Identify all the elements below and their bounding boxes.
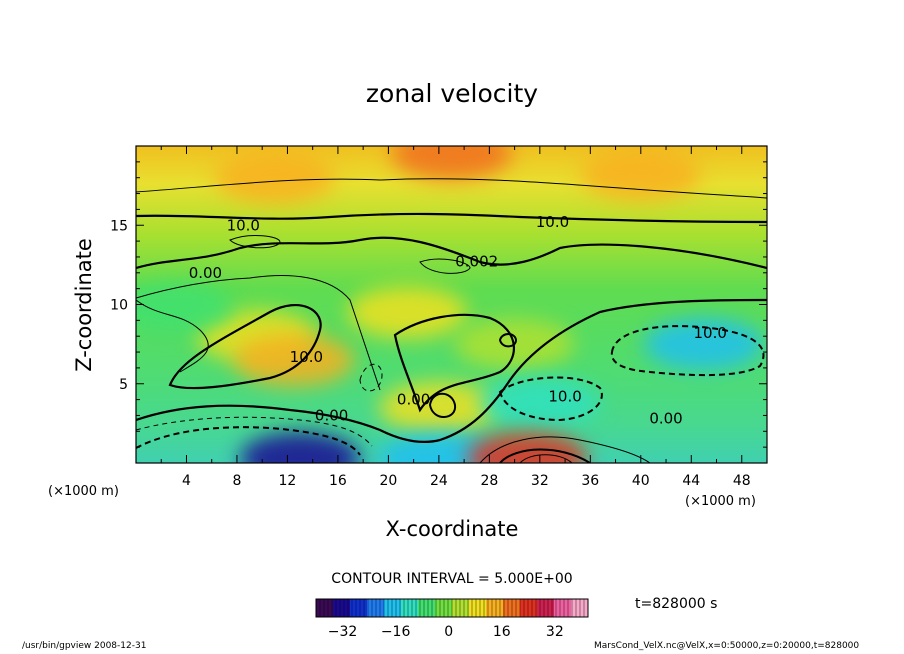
x-axis: 4 8 12 16 20 24 28 32 36 40 44 48 xyxy=(160,146,751,489)
plot-area: 10.0 10.0 0.00 0.002 10.0 10.0 0.00 10.0 0.00 0.0… xyxy=(136,146,767,463)
colorbar-tick-label: 16 xyxy=(493,624,511,640)
time-label: t=828000 s xyxy=(635,596,717,612)
footer-left: /usr/bin/gpview 2008-12-31 xyxy=(22,641,147,651)
x-axis-title: X-coordinate xyxy=(386,517,519,541)
contour-line xyxy=(136,426,361,456)
y-tick-label: 15 xyxy=(110,218,128,234)
contour-labels: 10.0 10.0 0.00 0.002 10.0 10.0 0.00 10.0 0.00 0.0… xyxy=(189,213,727,428)
x-tick-label: 32 xyxy=(531,473,549,489)
contour-line xyxy=(499,448,591,463)
contour-label: 10.0 xyxy=(290,348,323,366)
contour-interval: CONTOUR INTERVAL = 5.000E+00 xyxy=(331,571,572,587)
field-anomaly xyxy=(378,381,499,434)
contour-label: 0.00 xyxy=(189,264,222,282)
x-tick-label: 4 xyxy=(182,473,191,489)
contour-line xyxy=(136,212,767,224)
x-tick-label: 20 xyxy=(379,473,397,489)
x-tick-label: 36 xyxy=(581,473,599,489)
colorbar-tick-label: −16 xyxy=(381,624,411,640)
colorbar-segment xyxy=(452,599,470,617)
contour-lines xyxy=(136,178,767,463)
colorbar-segment xyxy=(520,599,538,617)
colorbar-tick-label: 0 xyxy=(444,624,453,640)
contour-line xyxy=(168,303,322,390)
x-unit-left: (×1000 m) xyxy=(48,484,119,499)
contour-line xyxy=(136,298,767,444)
colorbar-segment xyxy=(333,599,351,617)
contour-label: 0.00 xyxy=(397,391,430,409)
contour-line xyxy=(419,258,471,274)
colorbar-tick-label: −32 xyxy=(328,624,358,640)
x-tick-label: 40 xyxy=(632,473,650,489)
x-tick-label: 28 xyxy=(480,473,498,489)
colorbar-segment xyxy=(401,599,419,617)
field-anomaly xyxy=(347,286,468,339)
contour-line xyxy=(428,392,457,418)
colorbar-segment xyxy=(554,599,572,617)
y-tick-label: 5 xyxy=(119,377,128,393)
x-tick-label: 16 xyxy=(329,473,347,489)
contour-label: 0.002 xyxy=(455,253,498,271)
contour-line xyxy=(136,416,373,447)
y-axis: 5 10 15 xyxy=(110,161,767,448)
chart-title: zonal velocity xyxy=(366,79,538,108)
colorbar-ticks: −32 −16 0 16 32 xyxy=(328,624,564,640)
contour-line xyxy=(519,454,573,463)
contour-line xyxy=(610,325,765,377)
field-anomaly xyxy=(240,432,361,463)
contour-label: 0.00 xyxy=(649,410,682,428)
field-anomaly xyxy=(136,281,234,334)
contour-line xyxy=(498,333,518,348)
contour-line xyxy=(359,363,383,392)
field-anomaly xyxy=(391,146,512,180)
colorbar-segment xyxy=(469,599,487,617)
x-tick-label: 48 xyxy=(733,473,751,489)
field-anomalies xyxy=(136,146,764,463)
x-tick-label: 44 xyxy=(682,473,700,489)
x-tick-label: 12 xyxy=(279,473,297,489)
x-unit-right: (×1000 m) xyxy=(685,494,756,509)
contour-label: 10.0 xyxy=(227,216,260,234)
colorbar-segment xyxy=(316,599,334,617)
contour-label: 10.0 xyxy=(694,324,727,342)
colorbar xyxy=(315,599,589,617)
contour-label: 0.00 xyxy=(315,406,348,424)
contour-label: 10.0 xyxy=(536,213,569,231)
contour-line xyxy=(136,178,767,199)
colorbar-frame xyxy=(315,598,589,618)
colorbar-segment xyxy=(350,599,368,617)
contour-line xyxy=(479,436,651,463)
contour-line xyxy=(136,299,209,373)
footer-right: MarsCond_VelX.nc@VelX,x=0:50000,z=0:2000… xyxy=(594,641,860,651)
contour-line xyxy=(229,235,281,249)
colorbar-tick-label: 32 xyxy=(546,624,564,640)
field-anomaly xyxy=(643,318,764,371)
field-anomaly xyxy=(233,333,354,386)
y-tick-label: 10 xyxy=(110,298,128,314)
field-anomaly xyxy=(479,376,600,429)
colorbar-segment xyxy=(418,599,436,617)
colorbar-segment xyxy=(384,599,402,617)
field-anomaly xyxy=(467,432,588,463)
field-anomaly xyxy=(214,151,335,204)
contour-label: 10.0 xyxy=(548,387,581,405)
x-tick-label: 24 xyxy=(430,473,448,489)
contour-line xyxy=(136,275,381,391)
colorbar-segment xyxy=(537,599,555,617)
contour-line xyxy=(393,313,515,413)
colorbar-segment xyxy=(486,599,504,617)
contour-line xyxy=(136,236,767,270)
y-axis-title: Z-coordinate xyxy=(72,238,96,372)
contour-line xyxy=(498,376,603,422)
x-tick-label: 8 xyxy=(232,473,241,489)
